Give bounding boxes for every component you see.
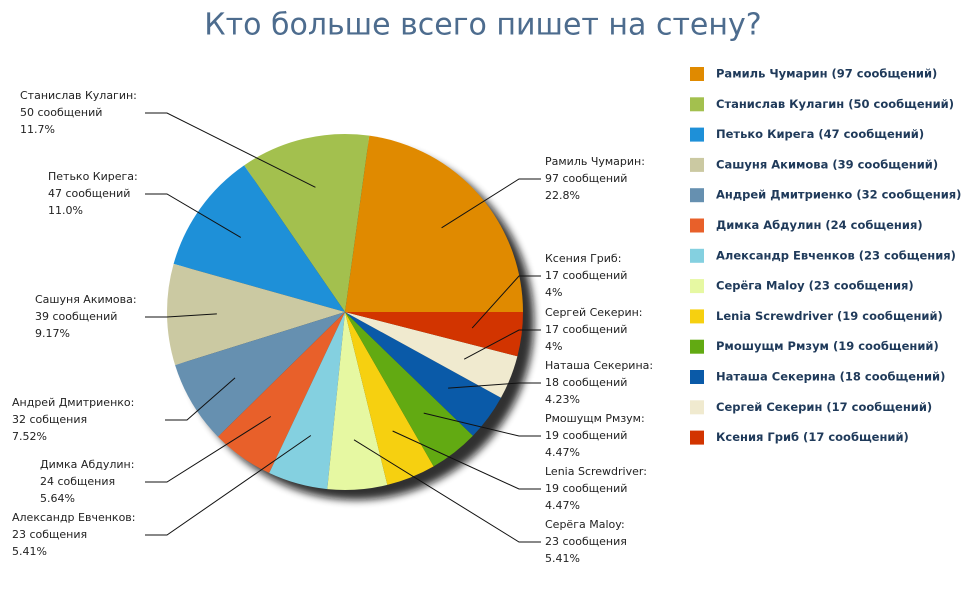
callout-percent: 22.8% — [545, 189, 580, 202]
legend-label: Андрей Дмитриенко (32 сообщения) — [716, 188, 961, 202]
callout-name: Станислав Кулагин: — [20, 89, 137, 102]
callout-percent: 4.47% — [545, 446, 580, 459]
callout-value: 19 сообщений — [545, 482, 627, 495]
pie-slice — [327, 312, 388, 491]
callout-value: 47 сообщений — [48, 187, 130, 200]
legend-label: Ксения Гриб (17 сообщений) — [716, 430, 909, 444]
callouts: Рамиль Чумарин: 97 сообщений 22.8% Станисла… — [12, 89, 653, 565]
callout-value: 97 сообщений — [545, 172, 627, 185]
leader-line — [448, 382, 541, 389]
pie-slice — [167, 263, 345, 366]
legend-label: Lenia Screwdriver (19 сообщений) — [716, 309, 943, 323]
callout-name: Lenia Screwdriver: — [545, 465, 647, 478]
legend-swatch — [690, 248, 704, 263]
pie-slice — [345, 312, 434, 485]
leader-line — [145, 313, 217, 318]
callout-value: 19 сообщений — [545, 429, 627, 442]
legend-swatch — [690, 218, 704, 233]
legend: Рамиль Чумарин (97 сообщений) Станислав К… — [690, 67, 961, 445]
legend-swatch — [690, 67, 704, 81]
legend-label: Петько Кирега (47 сообщений) — [716, 127, 924, 141]
callout-percent: 5.41% — [545, 552, 580, 565]
callout-percent: 5.41% — [12, 545, 47, 558]
callout-name: Ксения Гриб: — [545, 252, 621, 265]
leader-line — [145, 193, 242, 238]
legend-label: Наташа Секерина (18 сообщений) — [716, 370, 945, 384]
callout-name: Андрей Дмитриенко: — [12, 396, 134, 409]
leader-line — [392, 430, 541, 490]
pie-slice — [345, 135, 523, 312]
leader-line — [441, 178, 541, 229]
callout-percent: 4.47% — [545, 499, 580, 512]
legend-label: Рамиль Чумарин (97 сообщений) — [716, 67, 937, 81]
leader-line — [423, 412, 541, 437]
leader-line — [463, 329, 541, 360]
callout-percent: 4% — [545, 340, 562, 353]
pie — [167, 134, 523, 491]
legend-swatch — [690, 157, 704, 172]
callout-percent: 4.23% — [545, 393, 580, 406]
callout-value: 17 сообщений — [545, 269, 627, 282]
callout-name: Наташа Секерина: — [545, 359, 653, 372]
callout-percent: 5.64% — [40, 492, 75, 505]
leader-line — [145, 112, 316, 188]
leader-line — [145, 416, 272, 483]
legend-swatch — [690, 339, 704, 354]
legend-swatch — [690, 370, 704, 384]
callout-name: Александр Евченков: — [12, 511, 136, 524]
callout-percent: 7.52% — [12, 430, 47, 443]
callout-value: 24 собщения — [40, 475, 115, 488]
chart-title: Кто больше всего пишет на стену? — [204, 8, 761, 43]
legend-swatch — [690, 309, 704, 324]
legend-label: Серёга Maloy (23 сообщения) — [716, 279, 914, 293]
callout-name: Димка Абдулин: — [40, 458, 134, 471]
legend-label: Сергей Секерин (17 сообщений) — [716, 400, 932, 414]
leader-line — [165, 377, 236, 421]
callout-name: Рмошущм Рмзум: — [545, 412, 645, 425]
pie-slice — [269, 312, 345, 490]
pie-slice — [175, 312, 345, 437]
callout-name: Серёга Maloy: — [545, 518, 625, 531]
pie-slice — [345, 312, 473, 467]
callout-name: Рамиль Чумарин: — [545, 155, 645, 168]
callout-value: 23 сообщения — [545, 535, 627, 548]
callout-name: Сашуня Акимова: — [35, 293, 137, 306]
leader-line — [471, 275, 541, 329]
callout-value: 39 сообщений — [35, 310, 117, 323]
legend-swatch — [690, 400, 704, 415]
callout-value: 18 сообщений — [545, 376, 627, 389]
legend-swatch — [690, 127, 704, 142]
pie-slice — [173, 165, 345, 312]
legend-swatch — [690, 279, 704, 294]
pie-slice — [244, 134, 370, 312]
callout-name: Петько Кирега: — [48, 170, 138, 183]
legend-label: Сашуня Акимова (39 сообщений) — [716, 157, 938, 171]
callout-value: 23 собщения — [12, 528, 87, 541]
legend-swatch — [690, 430, 704, 445]
legend-swatch — [690, 97, 704, 112]
callout-value: 50 сообщений — [20, 106, 102, 119]
callout-percent: 9.17% — [35, 327, 70, 340]
callout-name: Сергей Секерин: — [545, 306, 643, 319]
legend-swatch — [690, 188, 704, 203]
callout-value: 17 сообщений — [545, 323, 627, 336]
callout-value: 32 собщения — [12, 413, 87, 426]
legend-label: Станислав Кулагин (50 сообщений) — [716, 97, 954, 111]
pie-slice — [345, 312, 501, 436]
legend-label: Александр Евченков (23 собщения) — [716, 248, 956, 262]
leader-line — [145, 435, 312, 536]
legend-label: Рмошущм Рмзум (19 сообщений) — [716, 339, 939, 353]
callout-percent: 4% — [545, 286, 562, 299]
pie-slice — [345, 312, 518, 398]
callout-percent: 11.7% — [20, 123, 55, 136]
pie-slice — [217, 312, 345, 474]
legend-label: Димка Абдулин (24 собщения) — [716, 218, 923, 232]
pie-slice — [345, 312, 523, 357]
callout-percent: 11.0% — [48, 204, 83, 217]
leader-line — [353, 439, 541, 543]
